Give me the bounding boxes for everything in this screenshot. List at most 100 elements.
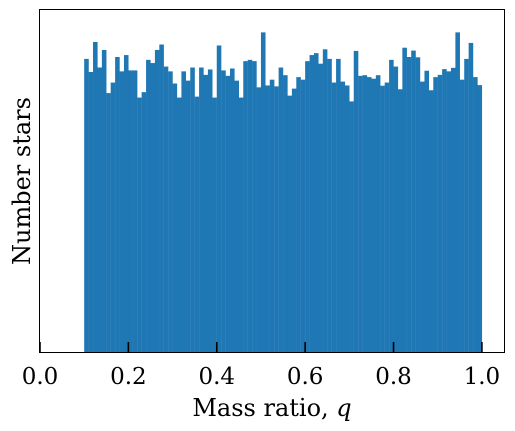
histogram-bar <box>230 68 235 353</box>
histogram-bar <box>283 75 288 352</box>
histogram-bar <box>128 70 133 352</box>
histogram-bar <box>278 67 284 352</box>
histogram-bar <box>106 93 111 352</box>
histogram-bar <box>406 56 412 353</box>
histogram-bar <box>163 66 169 352</box>
histogram-bar <box>305 61 310 352</box>
histogram-bar <box>318 63 323 352</box>
x-axis-ticks: 0.0 0.2 0.4 0.6 0.8 1.0 <box>22 342 500 390</box>
histogram-bar <box>159 44 164 353</box>
histogram-bar <box>442 69 447 352</box>
histogram-bar <box>252 61 257 352</box>
histogram-bar <box>367 77 372 353</box>
histogram-bar <box>154 49 160 352</box>
histogram-bar <box>389 59 394 353</box>
x-tick-label: 0.2 <box>110 364 147 390</box>
histogram-bar <box>212 97 217 352</box>
histogram-bar <box>172 83 178 352</box>
plot-frame <box>39 9 505 353</box>
histogram-bar <box>309 55 315 352</box>
histogram-bar <box>88 72 94 352</box>
histogram-bar <box>199 67 204 352</box>
histogram-bar <box>203 74 209 352</box>
x-axis-label: Mass ratio, q <box>192 394 351 422</box>
histogram-bar <box>194 96 200 353</box>
histogram-bar <box>256 87 262 352</box>
histogram-bar <box>327 58 332 353</box>
histogram-bar <box>296 77 301 353</box>
histogram-bar <box>424 70 430 352</box>
histogram-bar <box>265 85 270 353</box>
x-tick-label: 0.8 <box>375 364 412 390</box>
histogram-bar <box>402 47 407 352</box>
histogram-bar <box>291 88 297 352</box>
histogram-bar <box>313 53 319 353</box>
histogram-bar <box>380 85 385 352</box>
histogram-bar <box>185 80 191 352</box>
histogram-bar <box>397 89 403 353</box>
histogram-bar <box>371 78 376 352</box>
histogram-bar <box>274 86 279 352</box>
histogram-bar <box>349 101 354 352</box>
histogram-bar <box>84 58 89 353</box>
x-tick-label: 0.4 <box>198 364 235 390</box>
histogram-bar <box>110 82 116 352</box>
histogram-bar <box>190 67 195 352</box>
histogram-bar <box>207 69 213 352</box>
histogram-bar <box>473 77 478 353</box>
histogram-bar <box>119 71 125 353</box>
histogram-bar <box>411 50 416 353</box>
histogram-bar <box>450 67 456 352</box>
histogram-bar <box>93 41 98 353</box>
histogram-bar <box>468 42 474 353</box>
histogram-bar <box>375 75 381 352</box>
x-tick-label: 1.0 <box>464 364 501 390</box>
histogram-bar <box>243 61 248 352</box>
y-axis-label: Number stars <box>8 97 36 265</box>
histogram-bar <box>455 32 460 353</box>
histogram-bar <box>344 85 350 353</box>
x-tick-label: 0.0 <box>22 364 59 390</box>
histogram-bar <box>260 32 266 353</box>
histogram-bar <box>477 85 483 353</box>
histogram-bar <box>137 97 142 352</box>
histogram-bar <box>238 97 244 352</box>
histogram-bar <box>115 56 120 353</box>
histogram-bar <box>362 75 368 352</box>
histogram-bar <box>415 57 421 353</box>
histogram-bar <box>247 59 253 353</box>
histogram-bar <box>101 49 107 352</box>
histogram-bar <box>216 45 222 352</box>
histogram-bar <box>331 82 337 352</box>
histogram-bar <box>146 59 151 353</box>
histogram-bar <box>287 95 293 352</box>
histogram-bar <box>384 82 390 352</box>
histogram-bar <box>322 49 328 353</box>
histogram-bar <box>181 71 186 353</box>
histogram-bar <box>428 90 434 352</box>
histogram-bar <box>97 67 103 352</box>
histogram-bar <box>168 71 173 353</box>
histogram-bar <box>123 55 129 352</box>
histogram-bar <box>300 79 306 353</box>
histogram-bar <box>393 66 399 352</box>
histogram-bar <box>437 74 443 352</box>
histogram-bar <box>225 75 231 352</box>
histogram-bar <box>340 81 346 352</box>
histogram-bar <box>269 79 275 353</box>
histogram-bar <box>150 63 156 353</box>
histogram-bar <box>132 70 138 352</box>
histogram-bar <box>336 58 341 353</box>
x-tick-label: 0.6 <box>287 364 324 390</box>
histogram-bar <box>459 79 465 353</box>
histogram-bar <box>420 81 425 352</box>
histogram-bar <box>176 97 182 352</box>
histogram-bar <box>358 75 363 352</box>
histogram-bar <box>141 92 147 352</box>
histogram-bar <box>234 80 240 352</box>
histogram-bar <box>464 58 469 353</box>
histogram-bar <box>433 77 438 353</box>
histogram-bar <box>221 70 226 352</box>
histogram-bar <box>353 50 359 352</box>
